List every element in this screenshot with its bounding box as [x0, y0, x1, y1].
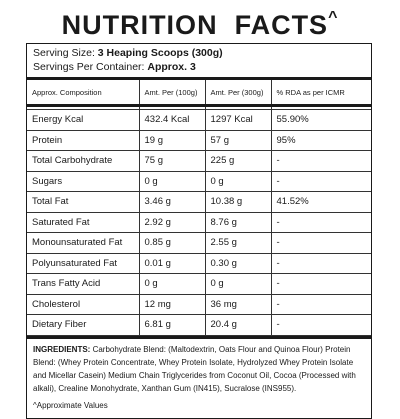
- amount-per-300g: 225 g: [204, 150, 272, 172]
- title-approx-mark: ^: [328, 9, 339, 26]
- table-row: Monounsaturated Fat 0.85 g 2.55 g -: [27, 232, 371, 254]
- header-per-100g: Amt. Per (100g): [138, 80, 206, 107]
- table-row: Polyunsaturated Fat 0.01 g 0.30 g -: [27, 252, 371, 274]
- nutrient-name: Trans Fatty Acid: [27, 273, 140, 295]
- amount-per-100g: 2.92 g: [138, 211, 206, 233]
- page-title: NUTRITION FACTS^: [0, 9, 400, 41]
- nutrient-name: Total Carbohydrate: [27, 150, 140, 172]
- rda-percent: -: [270, 314, 371, 336]
- rda-percent: -: [270, 273, 371, 295]
- title-text: NUTRITION FACTS: [61, 10, 329, 40]
- amount-per-300g: 8.76 g: [204, 211, 272, 233]
- amount-per-100g: 0 g: [138, 170, 206, 192]
- rda-percent: -: [270, 211, 371, 233]
- footnote: ^Approximate Values: [33, 400, 108, 410]
- header-composition: Approx. Composition: [27, 80, 140, 107]
- header-per-300g: Amt. Per (300g): [204, 80, 272, 107]
- table-row: Total Fat 3.46 g 10.38 g 41.52%: [27, 191, 371, 213]
- amount-per-100g: 0.85 g: [138, 232, 206, 254]
- nutrition-table: Approx. Composition Amt. Per (100g) Amt.…: [27, 80, 371, 336]
- amount-per-300g: 57 g: [204, 129, 272, 151]
- amount-per-300g: 10.38 g: [204, 191, 272, 213]
- nutrition-panel: Serving Size: 3 Heaping Scoops (300g) Se…: [26, 43, 372, 419]
- serving-info: Serving Size: 3 Heaping Scoops (300g) Se…: [27, 44, 371, 80]
- table-row: Sugars 0 g 0 g -: [27, 170, 371, 192]
- table-row: Trans Fatty Acid 0 g 0 g -: [27, 273, 371, 295]
- amount-per-100g: 432.4 Kcal: [138, 109, 206, 131]
- servings-per-container-label: Servings Per Container:: [33, 61, 148, 73]
- nutrient-name: Monounsaturated Fat: [27, 232, 140, 254]
- rda-percent: 95%: [270, 129, 371, 151]
- amount-per-300g: 20.4 g: [204, 314, 272, 336]
- amount-per-100g: 75 g: [138, 150, 206, 172]
- serving-size-label: Serving Size:: [33, 47, 98, 59]
- table-row: Cholesterol 12 mg 36 mg -: [27, 293, 371, 315]
- amount-per-300g: 0 g: [204, 273, 272, 295]
- header-rda: % RDA as per ICMR: [270, 80, 371, 107]
- amount-per-300g: 2.55 g: [204, 232, 272, 254]
- ingredients-label: INGREDIENTS:: [33, 344, 91, 354]
- amount-per-100g: 0.01 g: [138, 252, 206, 274]
- amount-per-300g: 0 g: [204, 170, 272, 192]
- amount-per-300g: 36 mg: [204, 293, 272, 315]
- serving-size-value: 3 Heaping Scoops (300g): [97, 47, 223, 59]
- rda-percent: -: [270, 293, 371, 315]
- table-row: Dietary Fiber 6.81 g 20.4 g -: [27, 314, 371, 336]
- table-body: Energy Kcal 432.4 Kcal 1297 Kcal 55.90% …: [27, 105, 371, 336]
- table-spacer-row: [27, 105, 371, 110]
- servings-per-container-value: Approx. 3: [147, 61, 196, 73]
- table-row: Protein 19 g 57 g 95%: [27, 129, 371, 151]
- rda-percent: -: [270, 170, 371, 192]
- amount-per-300g: 1297 Kcal: [204, 109, 272, 131]
- table-header-row: Approx. Composition Amt. Per (100g) Amt.…: [27, 80, 371, 107]
- rda-percent: -: [270, 232, 371, 254]
- amount-per-100g: 12 mg: [138, 293, 206, 315]
- table-row: Total Carbohydrate 75 g 225 g -: [27, 150, 371, 172]
- nutrient-name: Protein: [27, 129, 140, 151]
- amount-per-300g: 0.30 g: [204, 252, 272, 274]
- nutrient-name: Energy Kcal: [27, 109, 140, 131]
- nutrient-name: Cholesterol: [27, 293, 140, 315]
- nutrient-name: Total Fat: [27, 191, 140, 213]
- amount-per-100g: 19 g: [138, 129, 206, 151]
- amount-per-100g: 3.46 g: [138, 191, 206, 213]
- amount-per-100g: 0 g: [138, 273, 206, 295]
- table-row: Saturated Fat 2.92 g 8.76 g -: [27, 211, 371, 233]
- ingredients-text: Carbohydrate Blend: (Maltodextrin, Oats …: [33, 344, 356, 393]
- nutrient-name: Sugars: [27, 170, 140, 192]
- rda-percent: -: [270, 252, 371, 274]
- rda-percent: 55.90%: [270, 109, 371, 131]
- rda-percent: 41.52%: [270, 191, 371, 213]
- ingredients-section: INGREDIENTS: Carbohydrate Blend: (Maltod…: [27, 335, 371, 399]
- nutrient-name: Saturated Fat: [27, 211, 140, 233]
- amount-per-100g: 6.81 g: [138, 314, 206, 336]
- rda-percent: -: [270, 150, 371, 172]
- table-row: Energy Kcal 432.4 Kcal 1297 Kcal 55.90%: [27, 109, 371, 131]
- nutrient-name: Dietary Fiber: [27, 314, 140, 336]
- servings-per-container-row: Servings Per Container: Approx. 3: [33, 60, 365, 74]
- nutrient-name: Polyunsaturated Fat: [27, 252, 140, 274]
- serving-size-row: Serving Size: 3 Heaping Scoops (300g): [33, 46, 365, 60]
